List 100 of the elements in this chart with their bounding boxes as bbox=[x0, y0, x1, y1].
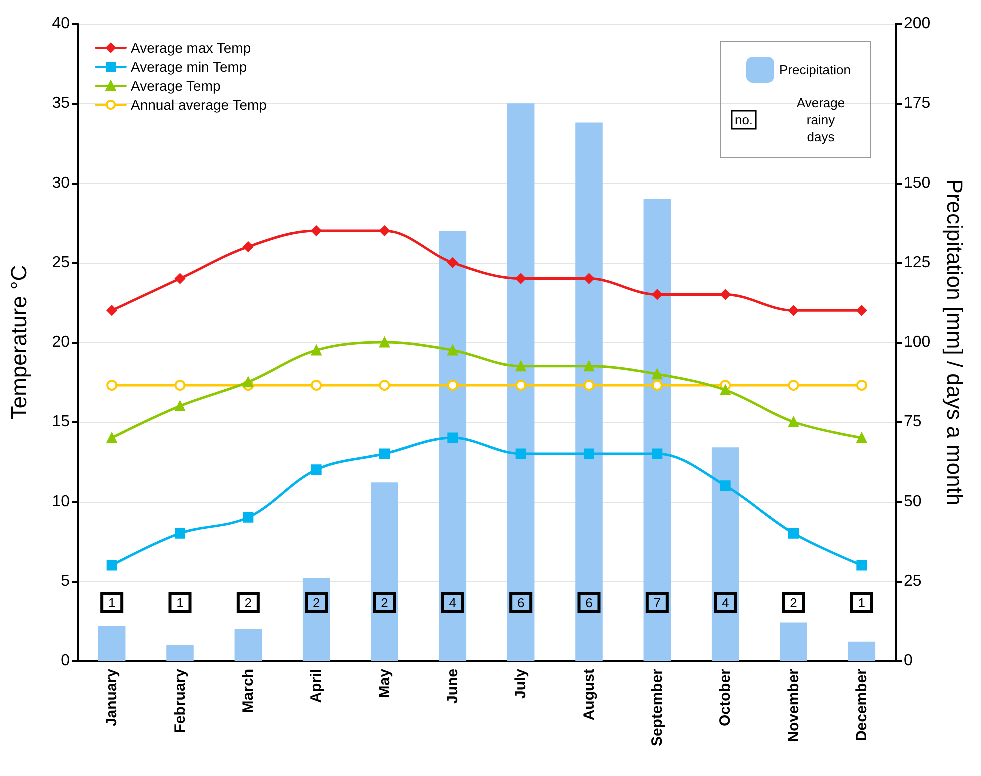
point bbox=[243, 512, 254, 523]
x-tick-label: November bbox=[785, 668, 802, 742]
point bbox=[788, 416, 799, 428]
annotation: no. bbox=[734, 112, 754, 128]
point bbox=[311, 464, 322, 476]
point bbox=[720, 289, 731, 300]
y-tick-label: 40 bbox=[52, 16, 70, 32]
x-tick-label: April bbox=[308, 669, 326, 704]
point bbox=[856, 380, 868, 391]
x-tick-label: June bbox=[444, 669, 462, 704]
point bbox=[584, 448, 594, 460]
x-tick-label: February bbox=[172, 668, 189, 734]
y2-tick-label: 150 bbox=[904, 174, 931, 192]
point bbox=[379, 380, 390, 391]
point bbox=[106, 380, 118, 391]
bar bbox=[371, 482, 398, 661]
point bbox=[175, 528, 186, 539]
legend-label: Annual average Temp bbox=[131, 97, 268, 113]
point bbox=[243, 242, 254, 252]
point bbox=[448, 258, 458, 268]
point bbox=[720, 480, 731, 492]
point bbox=[311, 380, 322, 391]
bar bbox=[644, 199, 672, 661]
annotation: 2 bbox=[312, 596, 320, 610]
y2-tick-label: 175 bbox=[904, 95, 931, 112]
y-tick-label: 20 bbox=[52, 334, 70, 351]
x-tick-label: September bbox=[648, 668, 666, 747]
point bbox=[516, 380, 527, 391]
point bbox=[516, 448, 526, 460]
point bbox=[447, 380, 458, 391]
x-tick-label: March bbox=[240, 669, 257, 714]
legend-label: Average min Temp bbox=[131, 59, 248, 75]
point bbox=[516, 361, 526, 372]
point bbox=[174, 380, 186, 391]
y-tick-label: 5 bbox=[61, 572, 70, 590]
annotation: 1 bbox=[176, 596, 184, 610]
bar bbox=[576, 122, 603, 661]
y2-axis-title: Precipitation [mm] / days a month bbox=[942, 179, 968, 506]
x-tick-label: May bbox=[376, 668, 394, 698]
point bbox=[243, 377, 254, 388]
y2-tick-label: 75 bbox=[904, 414, 922, 431]
legend-label: Precipitation bbox=[779, 62, 852, 78]
annotation: 6 bbox=[517, 596, 525, 610]
point bbox=[448, 345, 458, 356]
point bbox=[311, 345, 322, 356]
y2-tick-label: 200 bbox=[904, 16, 931, 32]
y-axis-title: Temperature °C bbox=[6, 265, 32, 420]
point bbox=[788, 305, 799, 316]
annotation: 7 bbox=[654, 596, 662, 610]
y2-tick-label: 25 bbox=[904, 572, 922, 590]
point bbox=[720, 385, 731, 396]
bar bbox=[439, 231, 467, 661]
point bbox=[106, 560, 118, 571]
y-tick-label: 0 bbox=[61, 652, 70, 670]
point bbox=[584, 361, 594, 372]
bar bbox=[234, 629, 262, 661]
x-tick-label: August bbox=[580, 669, 598, 721]
annotation: 6 bbox=[586, 596, 593, 610]
point bbox=[856, 560, 868, 571]
annotation: 2 bbox=[381, 596, 388, 610]
y-tick-label: 35 bbox=[52, 95, 70, 112]
point bbox=[175, 400, 186, 412]
x-tick-label: July bbox=[512, 668, 530, 700]
bar bbox=[98, 626, 126, 661]
x-tick-label: December bbox=[853, 668, 870, 742]
point bbox=[788, 380, 800, 391]
x-tick-label: January bbox=[104, 668, 121, 727]
annotation: Average rainy days bbox=[796, 96, 846, 144]
point bbox=[106, 432, 118, 444]
point bbox=[311, 226, 322, 236]
point bbox=[652, 380, 663, 391]
annotation: 2 bbox=[790, 596, 798, 610]
point bbox=[448, 432, 458, 444]
x-tick-label: October bbox=[717, 668, 734, 727]
point bbox=[584, 380, 595, 391]
bar bbox=[302, 578, 330, 661]
bar bbox=[712, 448, 740, 661]
y-tick-label: 15 bbox=[52, 414, 70, 431]
y-tick-label: 25 bbox=[52, 254, 70, 272]
point bbox=[380, 226, 390, 236]
y2-tick-label: 0 bbox=[904, 652, 913, 670]
point bbox=[380, 448, 390, 460]
annotation: 4 bbox=[449, 596, 457, 610]
y2-tick-label: 100 bbox=[904, 334, 931, 351]
bar bbox=[166, 645, 194, 661]
point bbox=[652, 289, 663, 300]
point bbox=[175, 274, 186, 284]
legend-label: Average Temp bbox=[131, 78, 221, 94]
legend-label: Average max Temp bbox=[131, 40, 252, 56]
annotation: 1 bbox=[858, 596, 866, 610]
point bbox=[652, 369, 663, 380]
bar bbox=[507, 104, 535, 661]
point bbox=[380, 337, 390, 348]
point bbox=[788, 528, 799, 539]
y2-tick-label: 50 bbox=[904, 493, 922, 510]
point bbox=[516, 274, 526, 284]
annotation: 1 bbox=[108, 596, 116, 610]
point bbox=[106, 305, 118, 316]
point bbox=[856, 305, 868, 316]
annotation: 4 bbox=[722, 596, 730, 610]
